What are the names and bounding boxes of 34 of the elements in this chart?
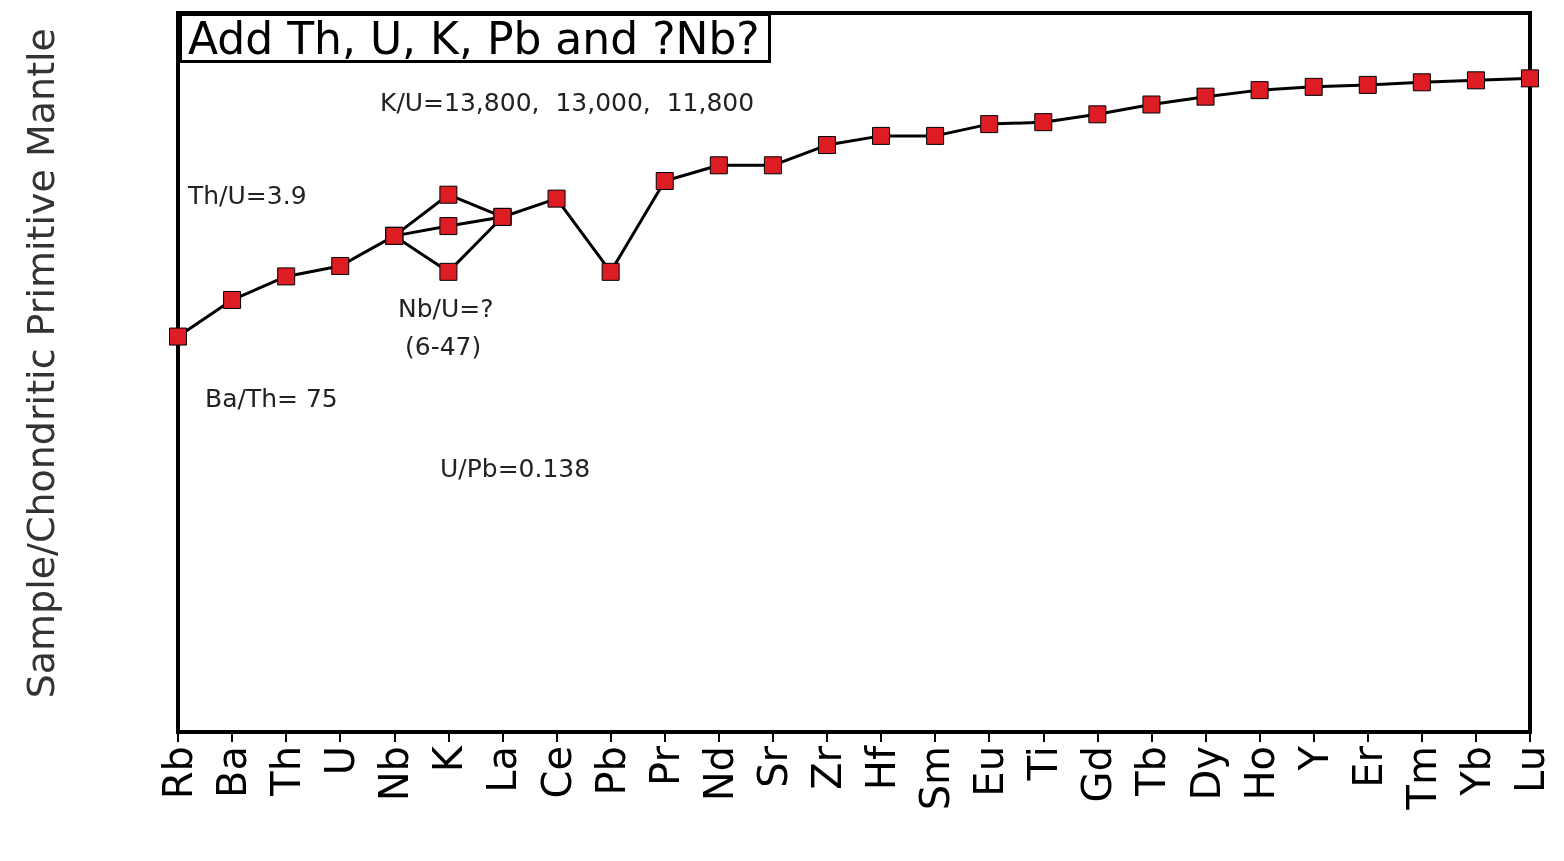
x-tick-label: Yb xyxy=(1452,746,1499,797)
x-tick-label: Nb xyxy=(371,746,418,802)
annotation: U/Pb=0.138 xyxy=(440,454,591,483)
x-tick-label: Eu xyxy=(966,746,1013,797)
x-tick-label: Ce xyxy=(533,746,580,799)
y-axis-title: Sample/Chondritic Primitive Mantle xyxy=(19,27,63,699)
x-tick-label: Ba xyxy=(209,746,256,798)
x-tick-label: Nd xyxy=(695,746,742,802)
x-tick-label: La xyxy=(479,746,526,793)
annotation: Nb/U=? xyxy=(398,294,494,323)
x-tick-label: U xyxy=(317,746,364,776)
x-tick-label: Er xyxy=(1344,745,1391,788)
annotation: Ba/Th= 75 xyxy=(205,384,338,413)
x-tick-label: Pb xyxy=(587,746,634,796)
x-tick-label: Lu xyxy=(1507,746,1553,793)
x-tick-label: Sm xyxy=(912,746,959,811)
x-tick-label: Gd xyxy=(1074,746,1121,803)
x-tick-label: Rb xyxy=(155,746,201,800)
x-tick-label: Y xyxy=(1290,745,1337,772)
x-tick-label: K xyxy=(425,744,472,773)
annotation: (6-47) xyxy=(405,332,482,361)
x-tick-label: Sr xyxy=(749,745,796,788)
x-tick-label: Pr xyxy=(641,745,688,786)
x-tick-label: Tm xyxy=(1398,746,1445,811)
x-tick-label: Ho xyxy=(1236,746,1283,801)
annotation: K/U=13,800, 13,000, 11,800 xyxy=(380,88,755,117)
x-tick-label: Ti xyxy=(1020,746,1067,782)
x-tick-label: Dy xyxy=(1182,746,1229,801)
x-tick-label: Tb xyxy=(1128,746,1175,797)
x-tick-label: Zr xyxy=(803,745,850,790)
x-tick-label: Th xyxy=(263,746,310,797)
chart-title: Add Th, U, K, Pb and ?Nb? xyxy=(188,12,760,64)
annotation: Th/U=3.9 xyxy=(187,181,307,210)
x-tick-label: Hf xyxy=(858,745,905,791)
